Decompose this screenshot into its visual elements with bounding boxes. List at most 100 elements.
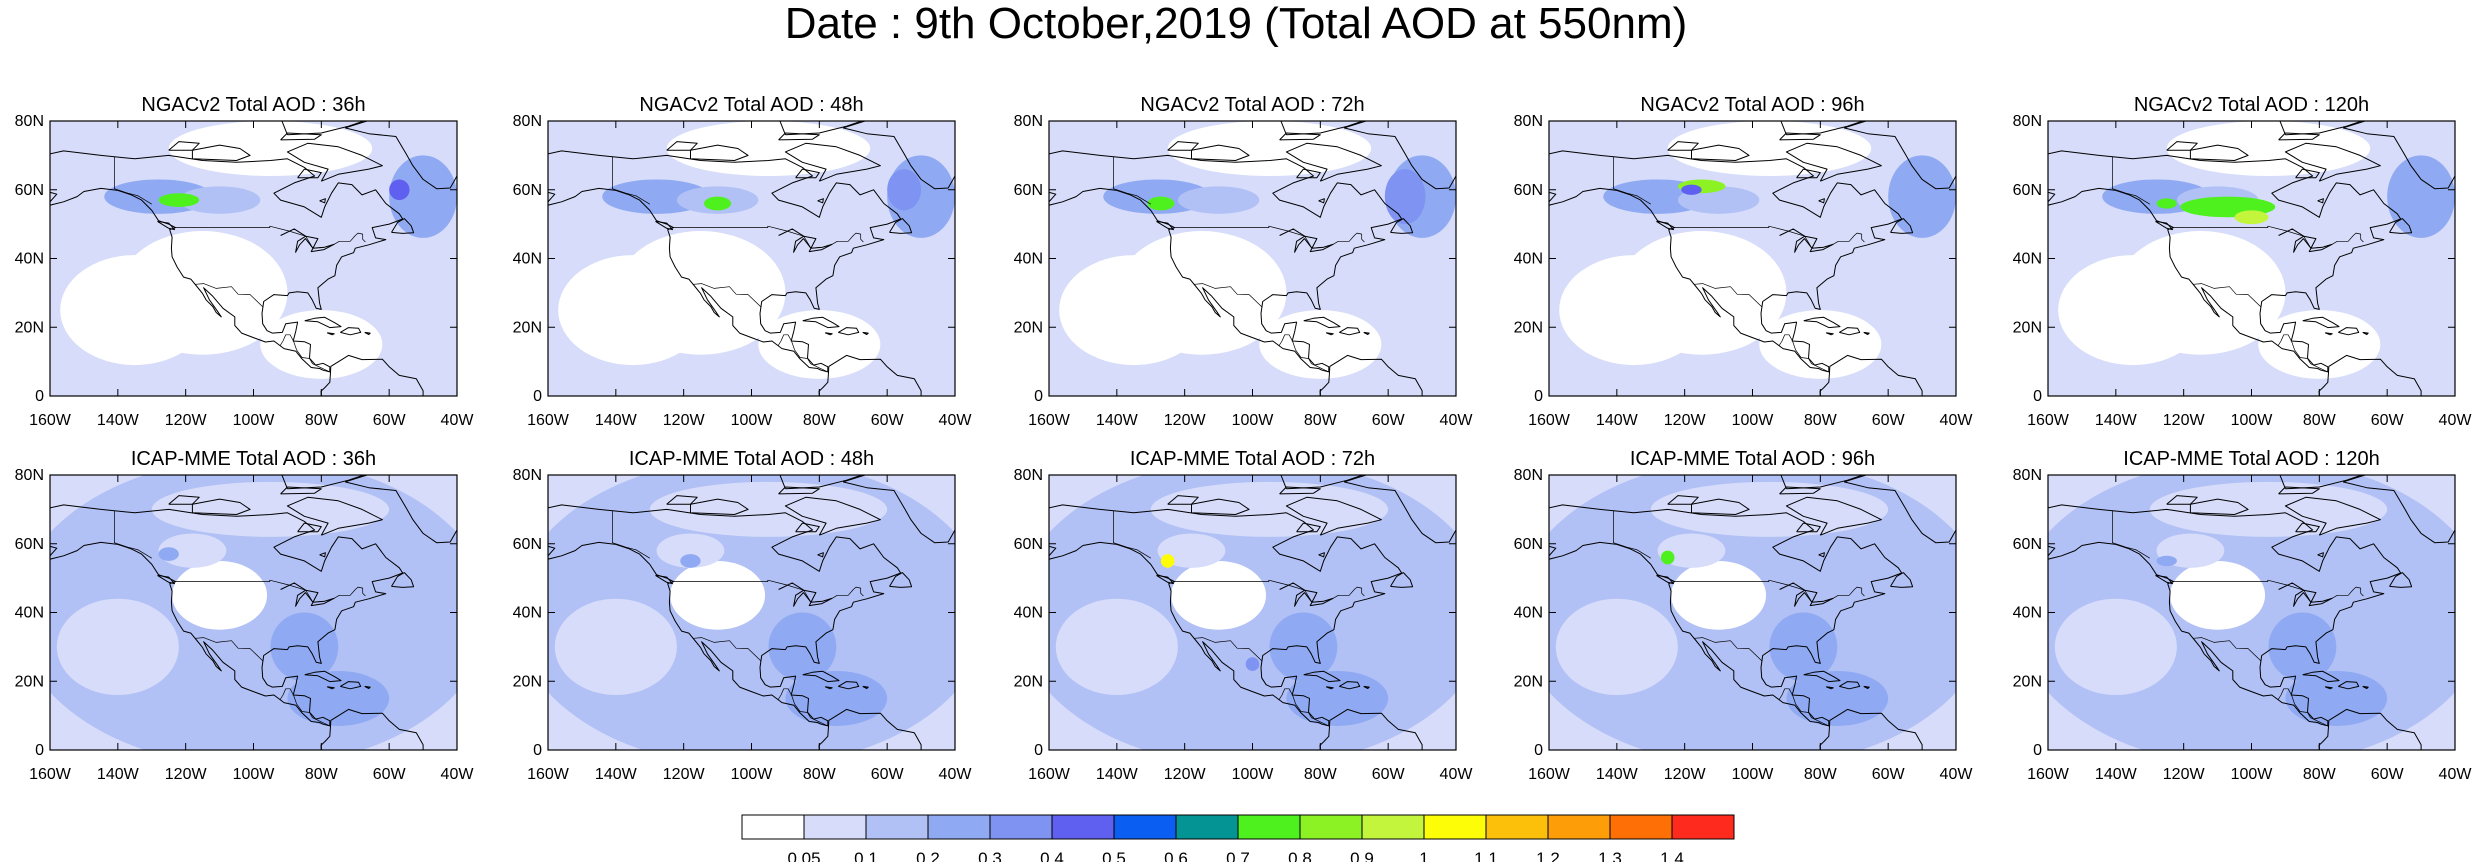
coastline [1343,475,1456,544]
lat-tick-label: 0 [1534,742,1543,759]
coastline [1656,220,1674,231]
coastline [838,327,860,336]
coastline [50,150,404,373]
lat-tick-label: 80N [1514,467,1543,484]
lat-tick-label: 0 [2033,742,2042,759]
coastline [2278,486,2320,495]
coastline [1780,121,1865,136]
aod-contour [1171,560,1267,630]
coastline [1656,574,1674,585]
country-border [612,510,650,559]
lat-tick-label: 20N [2013,673,2042,690]
colorbar-box [989,814,1053,840]
coastline [889,572,913,588]
country-border [195,637,264,662]
lat-tick-label: 80N [1014,113,1043,130]
coastline [326,332,335,336]
lon-tick-label: 60W [871,412,905,429]
coastline [1779,132,1821,141]
coastline [1167,495,1199,505]
country-border [1694,283,1763,308]
lat-tick-label: 0 [533,388,542,405]
lon-tick-label: 120W [663,766,706,783]
aod-contour [1384,169,1426,225]
country-border [1173,225,1365,249]
coastline [1049,150,1403,373]
coastline [280,132,322,141]
coastline [340,327,362,336]
coastline [2342,475,2455,544]
coastline [1843,121,1956,190]
coastline [1339,327,1361,336]
country-border [777,688,827,726]
lon-tick-label: 160W [29,766,72,783]
coastline [2279,121,2364,136]
aod-field [2048,475,2455,750]
lat-tick-label: 80N [513,467,542,484]
lon-tick-label: 100W [731,766,774,783]
colorbar-label: 0.4 [1040,849,1064,862]
lon-tick-label: 100W [233,766,276,783]
coastline [1863,685,1870,689]
map-panel: NGACv2 Total AOD : 120h 80N 60N 40N 20N 0 160W… [2013,94,2472,429]
map-panel: ICAP-MME Total AOD : 96h 80N 60N 40N 20N 0 160… [1514,448,1974,783]
colorbar-label: 1 [1419,849,1428,862]
lon-tick-label: 40W [1940,412,1974,429]
coastline [1049,504,1403,727]
lat-tick-label: 80N [15,113,44,130]
aod-contour [260,310,383,379]
lon-tick-label: 100W [1232,412,1275,429]
lon-tick-label: 40W [1940,766,1974,783]
colorbar-box [1113,814,1177,840]
coastline [286,142,383,182]
coastline [1780,475,1865,490]
coastline [281,121,366,136]
panel-title: ICAP-MME Total AOD : 72h [1130,448,1375,470]
lat-tick-label: 80N [1014,467,1043,484]
coastline [1825,686,1834,690]
aod-contour [1681,184,1702,195]
coastline [2362,685,2369,689]
aod-contour [649,481,888,537]
coastline [391,572,415,588]
lat-tick-label: 20N [15,319,44,336]
lat-tick-label: 40N [513,605,542,622]
lat-tick-label: 0 [1034,742,1043,759]
coastline [1796,522,1821,533]
lon-tick-label: 140W [1596,766,1639,783]
coastline [304,316,342,329]
country-border [2277,688,2327,726]
coastline [157,220,175,231]
coastline [2324,332,2333,336]
map-panel: NGACv2 Total AOD : 48h 80N 60N 40N 20N 0 160W 1… [513,94,973,429]
aod-contour [1245,657,1260,671]
coastline [824,686,833,690]
figure-title: Date : 9th October,2019 (Total AOD at 55… [784,0,1688,48]
lat-tick-label: 60N [2013,182,2042,199]
coastline [1818,552,1825,558]
coastline [2284,142,2381,182]
coastline [168,495,200,505]
coastlines [548,475,955,750]
coastline [1279,132,1321,141]
panel-title: NGACv2 Total AOD : 48h [639,94,863,116]
country-border [672,579,864,603]
lon-tick-label: 60W [373,412,407,429]
aod-contour [2258,310,2381,379]
colorbar-label: 0.7 [1226,849,1250,862]
colorbar-label: 0.9 [1350,849,1374,862]
panel-title: NGACv2 Total AOD : 120h [2134,94,2369,116]
coastline [1779,486,1821,495]
colorbar-box [1299,814,1363,840]
lon-tick-label: 160W [527,766,570,783]
country-border [777,334,827,372]
aod-contour [60,255,210,366]
colorbar-label: 0.3 [978,849,1002,862]
aod-contour [1160,554,1175,568]
aod-contour [2156,555,2177,567]
coastline [2338,327,2360,336]
lon-tick-label: 160W [2027,412,2070,429]
coastline [2302,670,2340,683]
lon-tick-label: 80W [1804,412,1838,429]
